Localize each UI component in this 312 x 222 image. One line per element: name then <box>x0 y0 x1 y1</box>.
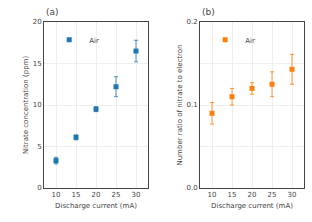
svg-text:15: 15 <box>228 191 237 199</box>
svg-text:15: 15 <box>72 191 81 199</box>
svg-text:20: 20 <box>33 18 42 26</box>
svg-text:10: 10 <box>33 101 42 109</box>
svg-text:0: 0 <box>37 184 41 192</box>
svg-text:5: 5 <box>37 143 41 151</box>
svg-text:Discharge current (mA): Discharge current (mA) <box>211 202 293 210</box>
svg-text:0.1: 0.1 <box>186 101 197 109</box>
svg-text:0.2: 0.2 <box>186 18 197 26</box>
svg-text:30: 30 <box>288 191 297 199</box>
svg-text:(b): (b) <box>202 7 215 17</box>
svg-text:25: 25 <box>268 191 277 199</box>
svg-text:25: 25 <box>112 191 121 199</box>
svg-text:10: 10 <box>208 191 217 199</box>
svg-text:Discharge current (mA): Discharge current (mA) <box>55 202 137 210</box>
svg-text:20: 20 <box>92 191 101 199</box>
svg-text:20: 20 <box>248 191 257 199</box>
svg-text:Nitrate concentration (ppm): Nitrate concentration (ppm) <box>22 56 30 155</box>
svg-text:Air: Air <box>89 37 99 45</box>
svg-text:Air: Air <box>245 37 255 45</box>
svg-text:0.0: 0.0 <box>186 184 197 192</box>
svg-text:30: 30 <box>132 191 141 199</box>
svg-text:Number ratio of nitrate to ele: Number ratio of nitrate to electron <box>176 44 184 165</box>
svg-text:10: 10 <box>52 191 61 199</box>
svg-text:(a): (a) <box>46 7 59 17</box>
svg-text:15: 15 <box>33 60 42 68</box>
